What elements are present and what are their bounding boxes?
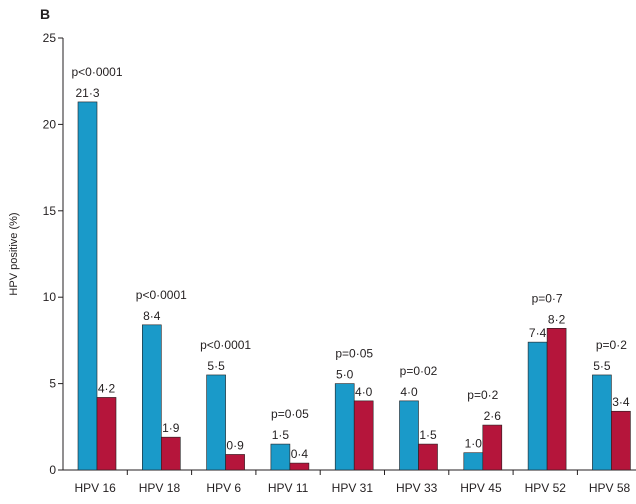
bars xyxy=(77,101,631,471)
y-tick-label: 0 xyxy=(49,463,56,477)
bar xyxy=(418,443,438,471)
data-label: 1·5 xyxy=(272,428,290,442)
bar xyxy=(142,324,162,471)
data-label: 0·4 xyxy=(291,447,309,461)
x-tick-label: HPV 58 xyxy=(589,481,631,495)
bar xyxy=(399,400,419,471)
bar xyxy=(463,452,484,471)
bar xyxy=(161,436,181,471)
bar xyxy=(206,374,226,471)
p-value-label: p=0·7 xyxy=(532,291,563,305)
data-label: 4·0 xyxy=(355,385,373,399)
panel-label: B xyxy=(40,6,51,22)
data-label: 8·4 xyxy=(143,309,161,323)
labels: 21·3 4·2 p<0·0001 8·4 1·9 p<0·0001 5·5 0·9 p<0·0… xyxy=(71,65,629,461)
data-label: 3·4 xyxy=(612,395,630,409)
x-tick-label: HPV 11 xyxy=(268,481,309,495)
data-label: 21·3 xyxy=(75,86,99,100)
bar xyxy=(225,454,245,471)
x-tick-label: HPV 6 xyxy=(206,481,241,495)
data-label: 4·0 xyxy=(400,385,418,399)
bar xyxy=(611,410,631,471)
p-value-label: p=0·2 xyxy=(467,388,498,402)
bar xyxy=(482,424,503,471)
x-tick-label: HPV 18 xyxy=(139,481,181,495)
bar xyxy=(592,374,612,471)
bar xyxy=(353,400,374,471)
x-tick-label: HPV 31 xyxy=(332,481,374,495)
p-value-label: p<0·0001 xyxy=(71,65,122,79)
p-value-label: p<0·0001 xyxy=(136,288,187,302)
y-tick-label: 25 xyxy=(43,31,57,45)
data-label: 8·2 xyxy=(548,312,566,326)
bar xyxy=(96,397,117,471)
bar xyxy=(334,383,355,471)
p-value-label: p=0·05 xyxy=(271,407,309,421)
data-label: 1·0 xyxy=(465,437,483,451)
y-axis-title: HPV positive (%) xyxy=(8,212,20,295)
bar xyxy=(77,101,98,471)
bar xyxy=(289,462,310,471)
p-value-label: p=0·05 xyxy=(335,347,373,361)
bar xyxy=(270,443,291,471)
y-tick-label: 5 xyxy=(49,377,56,391)
p-value-label: p=0·2 xyxy=(596,338,627,352)
p-value-label: p=0·02 xyxy=(400,364,438,378)
data-label: 5·0 xyxy=(336,368,354,382)
data-label: 4·2 xyxy=(98,381,116,395)
data-label: 0·9 xyxy=(226,438,244,452)
x-tick-label: HPV 33 xyxy=(396,481,438,495)
y-tick-label: 20 xyxy=(43,117,57,131)
bar xyxy=(546,328,567,471)
y-tick-label: 10 xyxy=(43,290,57,304)
data-label: 7·4 xyxy=(529,326,547,340)
data-label: 5·5 xyxy=(207,359,225,373)
x-tick-label: HPV 45 xyxy=(460,481,502,495)
bar xyxy=(527,341,548,471)
x-tick-label: HPV 52 xyxy=(525,481,567,495)
data-label: 5·5 xyxy=(593,359,611,373)
x-tick-label: HPV 16 xyxy=(74,481,116,495)
y-tick-label: 15 xyxy=(43,204,57,218)
data-label: 2·6 xyxy=(484,409,502,423)
p-value-label: p<0·0001 xyxy=(200,338,251,352)
data-label: 1·5 xyxy=(419,428,437,442)
data-label: 1·9 xyxy=(162,421,180,435)
